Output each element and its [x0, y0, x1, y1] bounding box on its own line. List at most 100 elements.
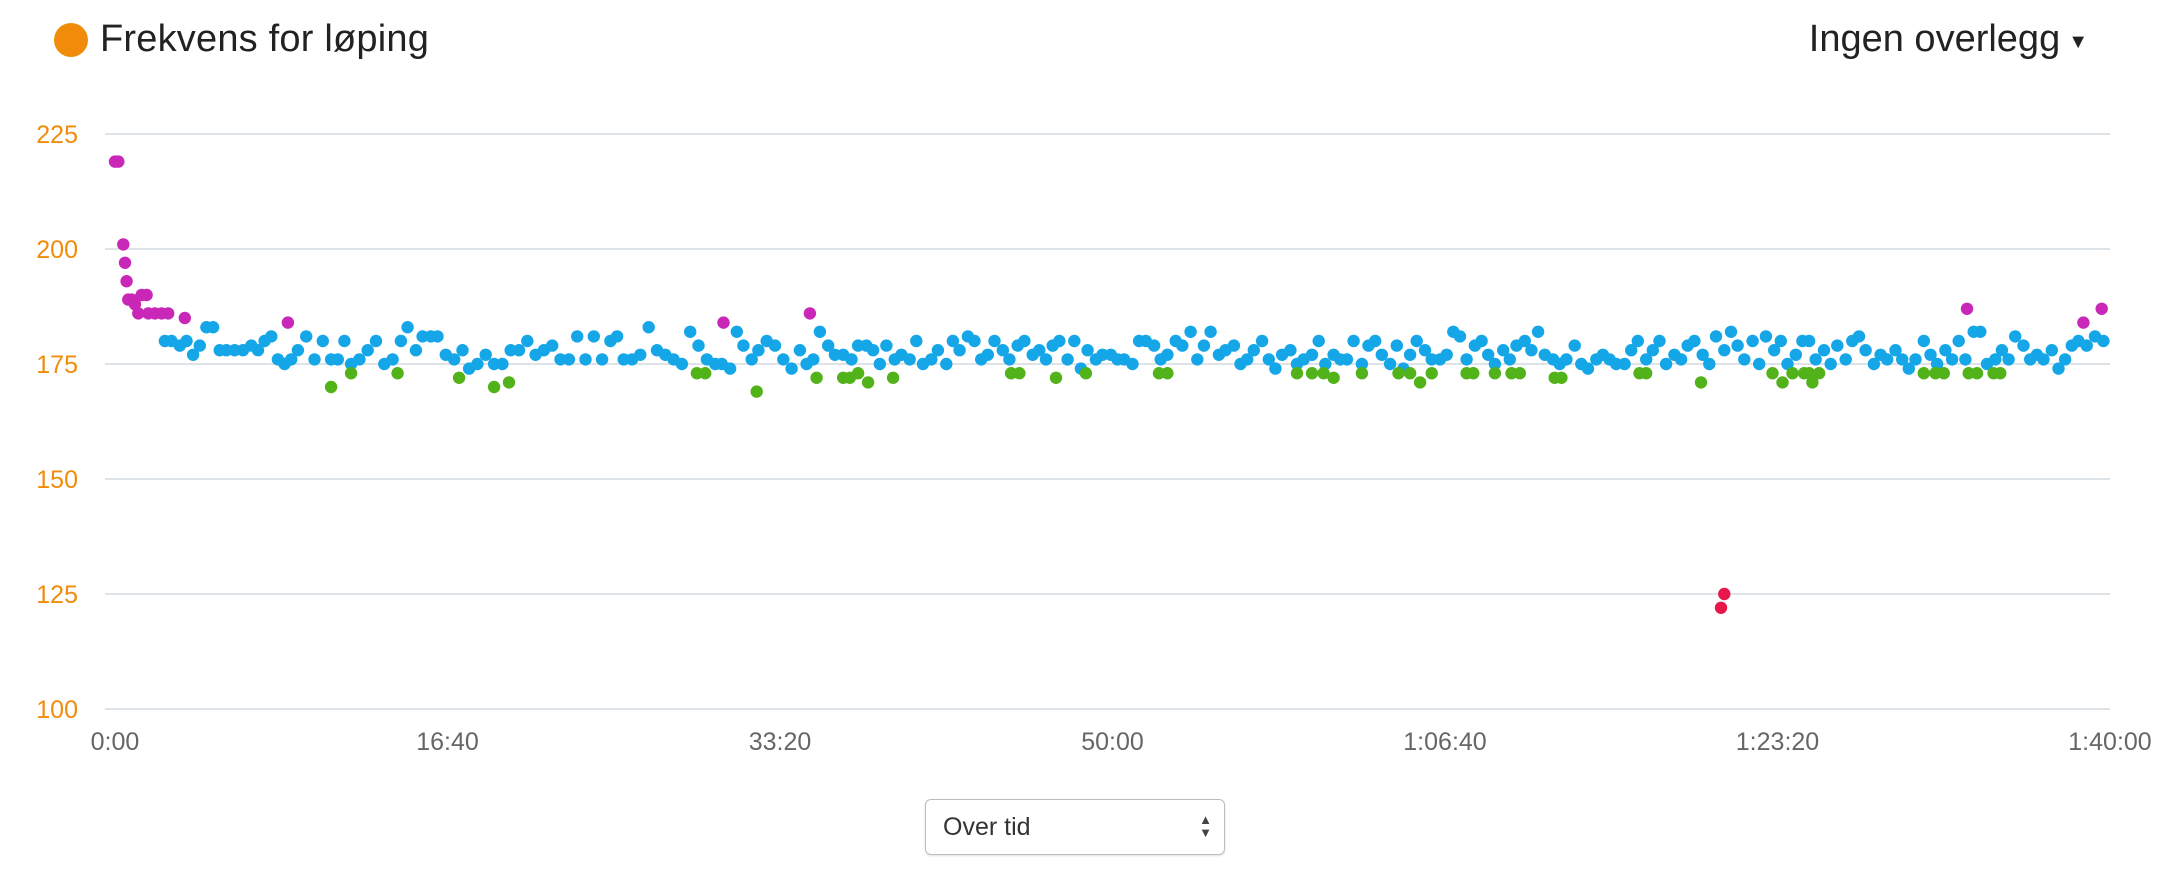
data-point [344, 367, 358, 380]
data-point [1247, 344, 1261, 357]
chart-title: Frekvens for løping [100, 18, 430, 60]
data-point [750, 385, 763, 398]
data-point [140, 288, 153, 302]
data-point [1355, 367, 1369, 380]
data-point [431, 330, 444, 343]
data-point [1989, 353, 2002, 366]
data-point [1453, 330, 1467, 343]
data-point [1390, 339, 1404, 352]
data-point [886, 371, 900, 384]
data-point [1392, 367, 1405, 380]
mode-select-value: Over tid [943, 812, 1031, 841]
overlay-dropdown-label: Ingen overlegg [1808, 18, 2061, 60]
data-point [1768, 344, 1781, 357]
data-point [1312, 334, 1325, 348]
data-point [1375, 348, 1389, 361]
data-point [880, 339, 893, 352]
data-point [1197, 339, 1211, 352]
data-point [1440, 348, 1453, 361]
data-point [803, 307, 817, 320]
y-tick-label: 100 [36, 696, 78, 724]
data-point [1839, 353, 1852, 366]
data-point [386, 353, 399, 366]
data-point [595, 353, 609, 366]
data-point [1786, 367, 1799, 380]
data-point [308, 353, 321, 366]
data-point [988, 334, 1001, 348]
data-point [1079, 367, 1093, 380]
data-point [132, 307, 145, 320]
data-point [684, 325, 697, 338]
data-point [1403, 348, 1417, 361]
data-point [1568, 339, 1581, 352]
data-point [1126, 357, 1139, 371]
data-point [634, 348, 647, 361]
cadence-scatter-chart: 225 200 175 150 125 100 0:00 16:40 33:20 50:00 1:0… [36, 121, 2151, 756]
data-point [861, 376, 875, 389]
data-point [479, 348, 492, 361]
data-point [291, 344, 305, 357]
data-point [452, 371, 466, 384]
data-point [571, 330, 584, 343]
data-point [1824, 357, 1837, 371]
data-point [1317, 367, 1330, 380]
data-point [1625, 344, 1638, 357]
data-point [391, 367, 404, 380]
data-point [1640, 367, 1653, 380]
data-point [2052, 362, 2065, 375]
data-point [1694, 376, 1708, 389]
data-point [940, 357, 953, 371]
data-point [785, 362, 798, 375]
data-point [2045, 344, 2058, 357]
data-point [1994, 367, 2007, 380]
data-point [1909, 353, 1922, 366]
data-point [873, 357, 886, 371]
data-point [1018, 334, 1031, 348]
data-point [353, 353, 366, 366]
data-point [1831, 339, 1844, 352]
data-point [1475, 334, 1488, 348]
data-point [745, 353, 758, 366]
data-point [996, 344, 1009, 357]
mode-select[interactable]: Over tid ▲ ▼ [925, 799, 1225, 855]
data-point [1355, 357, 1369, 371]
y-tick-label: 200 [36, 236, 78, 264]
data-point [1724, 325, 1738, 338]
data-point [1718, 587, 1731, 601]
data-point [324, 380, 338, 394]
data-point [1952, 334, 1965, 348]
x-tick-label: 1:40:00 [2068, 728, 2151, 756]
data-point [1241, 353, 1254, 366]
data-point [206, 321, 220, 334]
data-point [1696, 348, 1709, 361]
data-point [1646, 344, 1660, 357]
y-tick-label: 225 [36, 121, 78, 149]
up-down-arrows-icon: ▲ ▼ [1199, 812, 1212, 840]
data-point [394, 334, 408, 348]
caret-down-icon: ▼ [2068, 31, 2088, 53]
data-point [1789, 348, 1803, 361]
data-point [1939, 344, 1952, 357]
data-point [1284, 344, 1297, 357]
overlay-dropdown[interactable]: Ingen overlegg ▼ [1809, 18, 2088, 61]
data-point [2058, 353, 2072, 366]
data-point [448, 353, 461, 366]
data-point [502, 376, 516, 389]
data-point [1718, 344, 1731, 357]
x-tick-label: 50:00 [1081, 728, 1144, 756]
data-point [1924, 348, 1937, 361]
data-point [723, 362, 737, 375]
x-tick-label: 16:40 [416, 728, 479, 756]
data-point [186, 348, 200, 361]
data-point [1176, 339, 1189, 352]
data-point [1753, 357, 1766, 371]
data-point [2017, 339, 2030, 352]
data-point [851, 367, 865, 380]
data-point [1488, 357, 1502, 371]
data-point [2077, 316, 2090, 329]
data-point [777, 353, 790, 366]
data-point [562, 353, 576, 366]
data-point [120, 275, 133, 288]
data-point [456, 344, 469, 357]
data-point [487, 380, 501, 394]
